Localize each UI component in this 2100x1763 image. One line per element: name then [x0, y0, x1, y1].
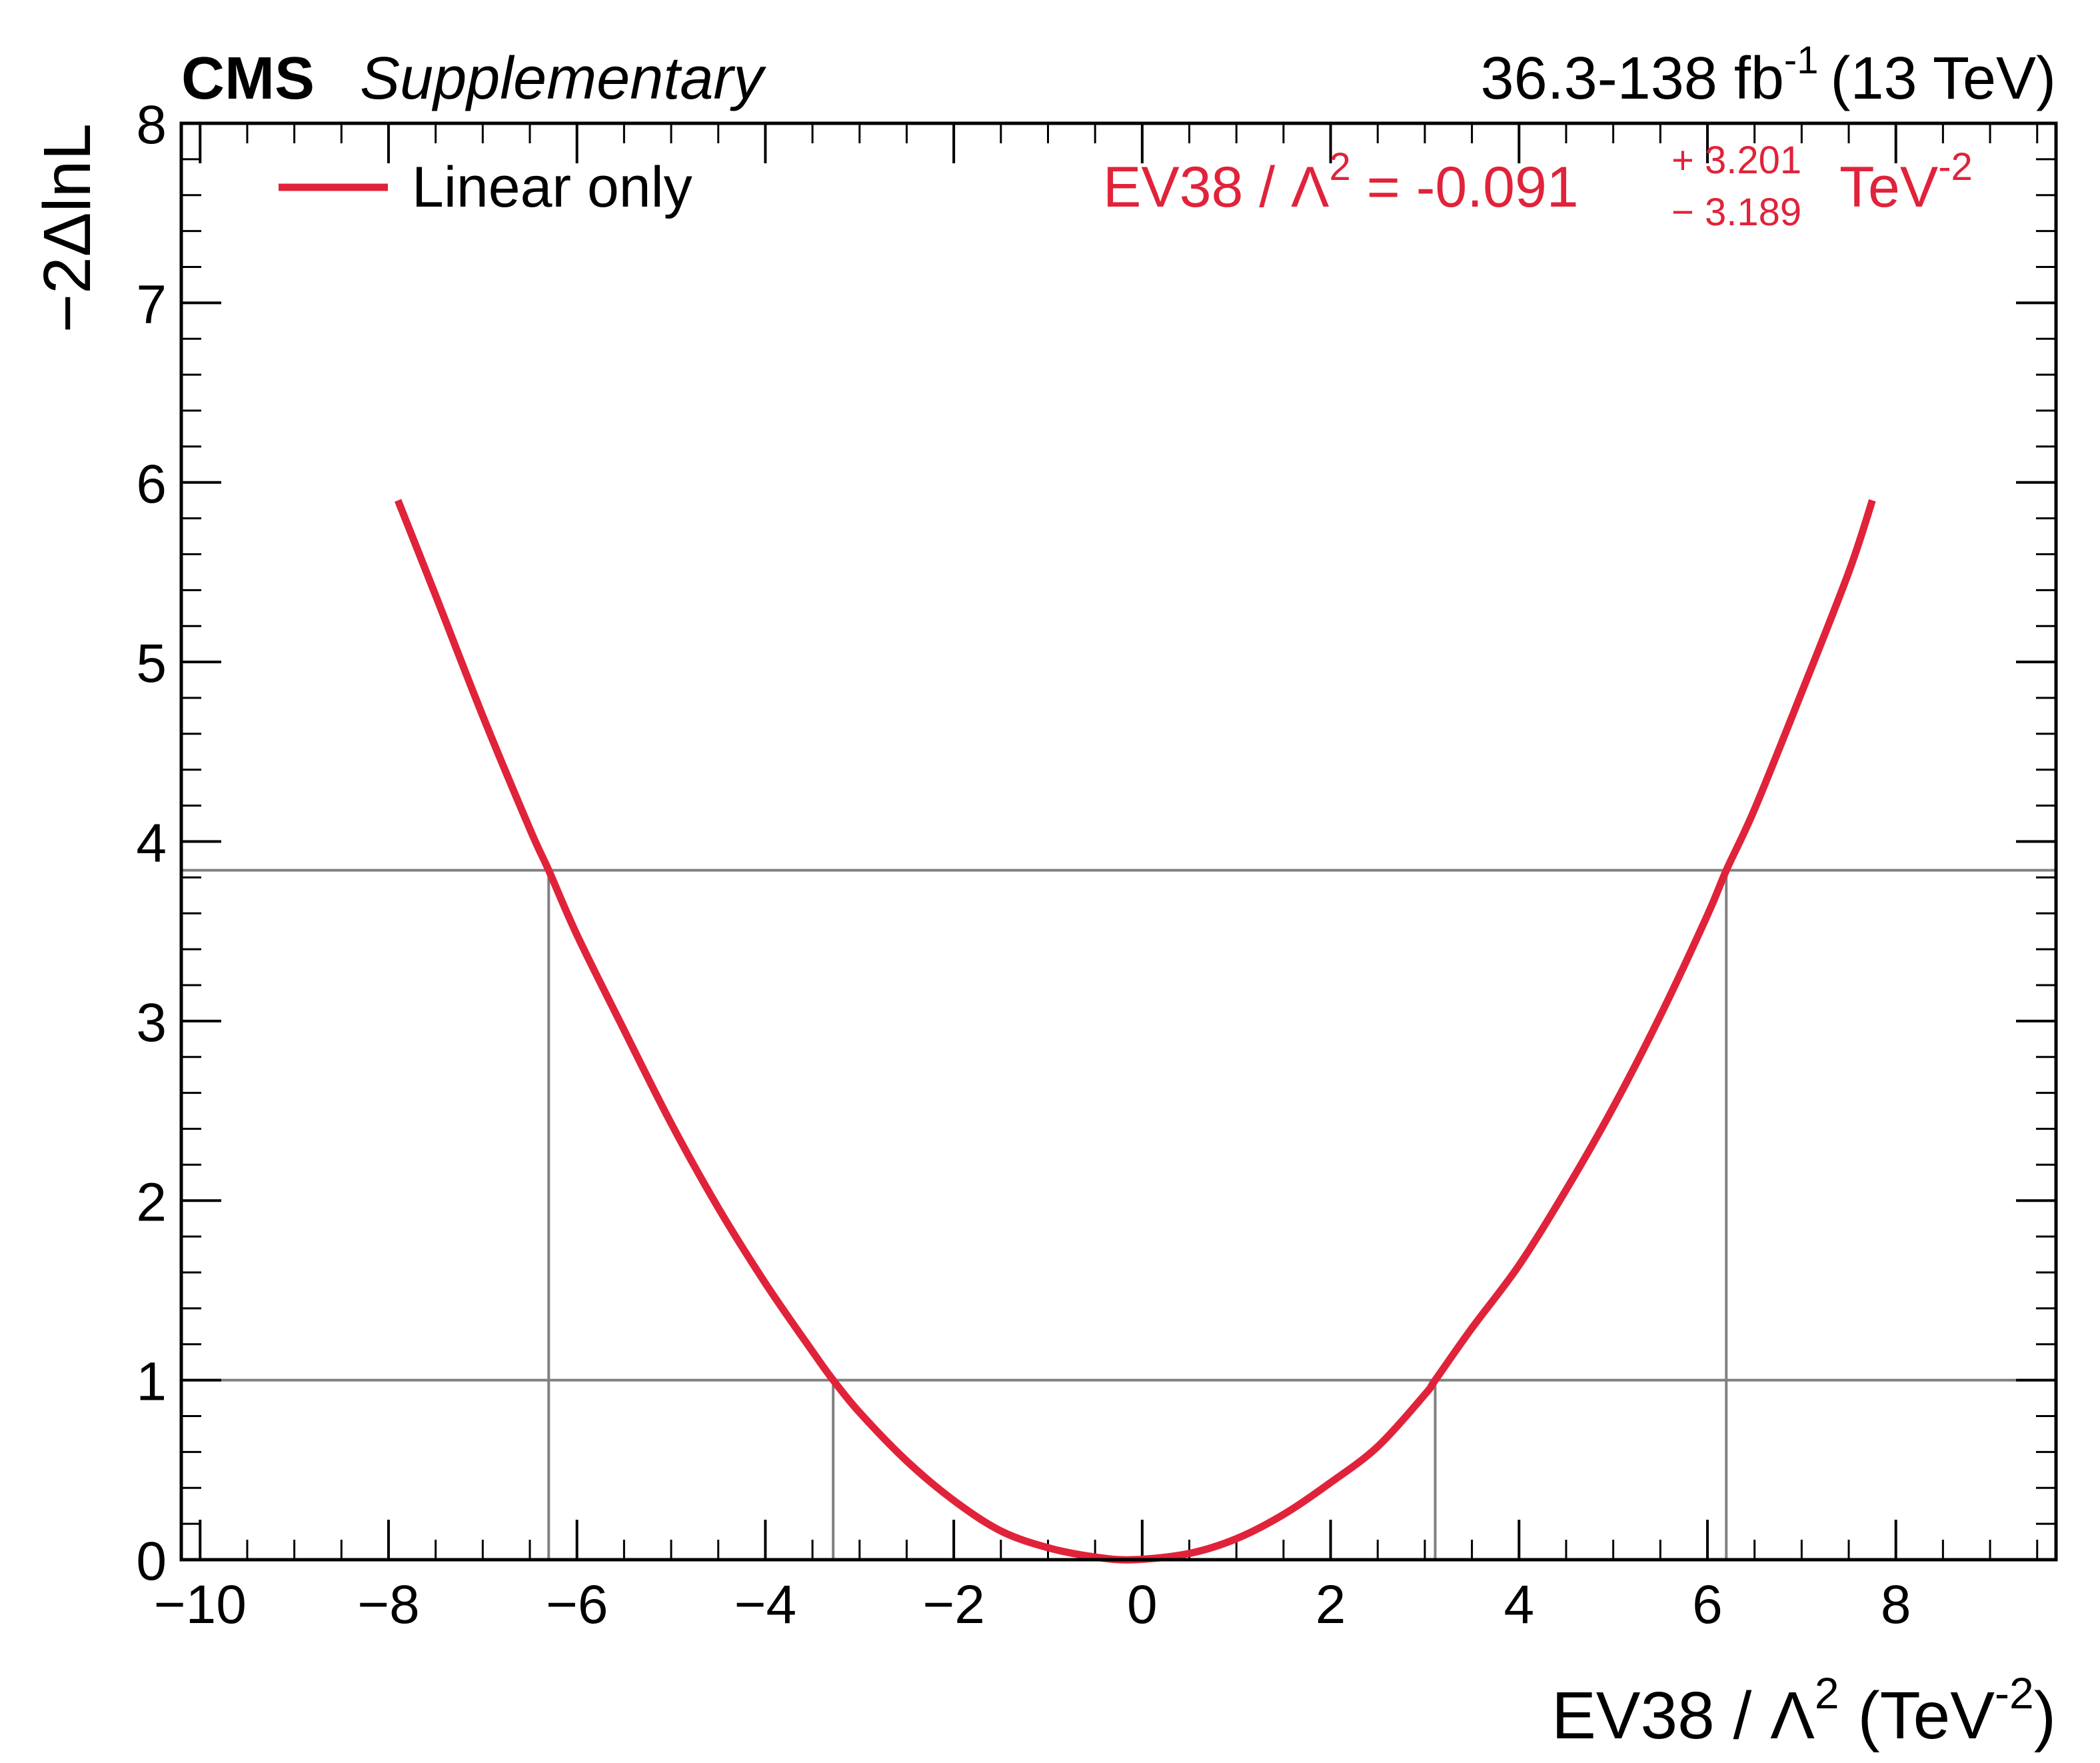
- y-tick-label: 3: [136, 992, 167, 1053]
- y-tick-label: 7: [136, 274, 167, 335]
- y-tick-label: 8: [136, 95, 167, 155]
- best-fit-uncertainty-up: + 3.201: [1671, 139, 1801, 182]
- x-tick-label: −10: [154, 1574, 247, 1635]
- series-line-linear-only: [394, 499, 1876, 1564]
- y-tick-label: 4: [136, 813, 167, 874]
- legend: Linear only: [279, 155, 692, 219]
- x-tick-label: 4: [1504, 1574, 1534, 1635]
- best-fit-uncertainty-down: − 3.189: [1671, 191, 1801, 234]
- x-axis-title: EV38 / Λ2 (TeV-2): [1552, 1668, 2056, 1753]
- x-tick-label: 0: [1127, 1574, 1158, 1635]
- x-tick-label: 6: [1692, 1574, 1723, 1635]
- x-tick-label: −6: [546, 1574, 608, 1635]
- y-tick-label: 0: [136, 1531, 167, 1592]
- series-layer: [394, 499, 1876, 1564]
- plot-frame: [179, 121, 2058, 1562]
- x-tick-label: −8: [357, 1574, 420, 1635]
- reference-lines: [181, 869, 2056, 1560]
- y-tick-label: 5: [136, 633, 167, 694]
- supplementary-label: Supplementary: [360, 45, 766, 112]
- y-tick-label: 6: [136, 454, 167, 515]
- y-tick-label: 1: [136, 1352, 167, 1412]
- legend-label-linear-only: Linear only: [412, 155, 692, 219]
- axes: −10 −8 −6 −4 −2 0 2 4 6 8 0 1 2 3 4 5 6 7 8: [136, 95, 2056, 1635]
- x-tick-label: 2: [1316, 1574, 1346, 1635]
- x-tick-label: −4: [734, 1574, 797, 1635]
- best-fit-unit: TeV-2: [1839, 145, 1973, 219]
- y-tick-label: 2: [136, 1172, 167, 1232]
- y-axis-title: −2ΔlnL: [30, 123, 105, 333]
- x-tick-label: −2: [922, 1574, 985, 1635]
- cms-label: CMS: [181, 45, 315, 112]
- x-tick-label: 8: [1881, 1574, 1911, 1635]
- best-fit-annotation: EV38 / Λ2 = -0.091: [1103, 145, 1579, 219]
- lumi-label: 36.3-138 fb-1 (13 TeV): [1481, 39, 2056, 112]
